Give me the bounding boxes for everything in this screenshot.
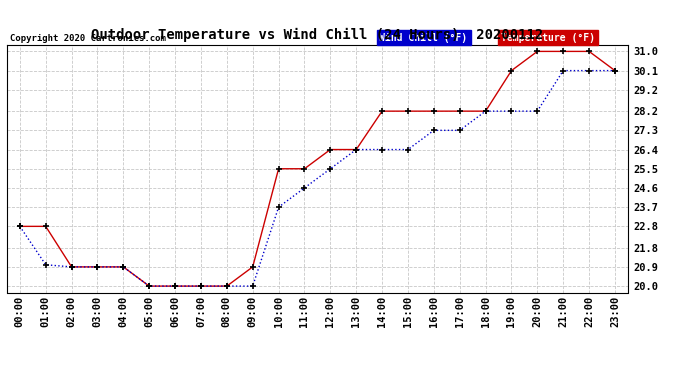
Text: Temperature (°F): Temperature (°F) — [501, 33, 595, 42]
Text: Copyright 2020 Cartronics.com: Copyright 2020 Cartronics.com — [10, 33, 166, 42]
Title: Outdoor Temperature vs Wind Chill (24 Hours)  20200112: Outdoor Temperature vs Wind Chill (24 Ho… — [91, 28, 544, 42]
Text: Wind Chill (°F): Wind Chill (°F) — [380, 33, 468, 42]
